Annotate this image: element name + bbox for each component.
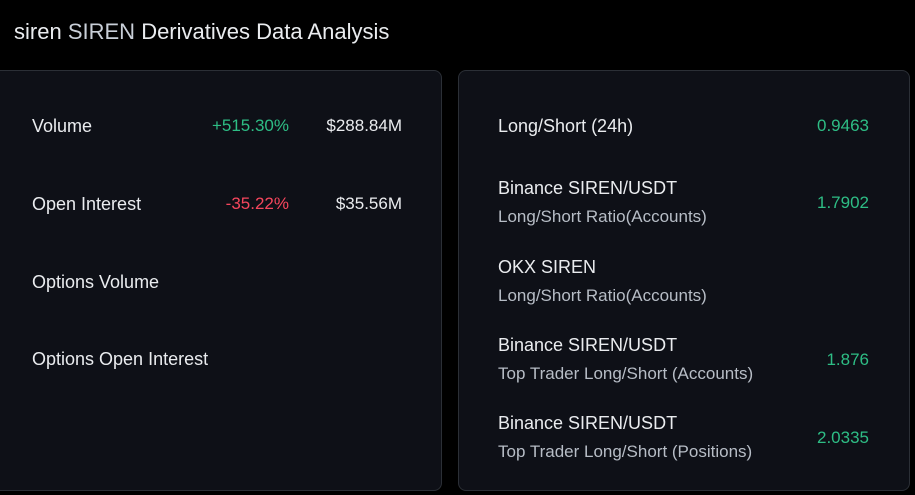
metric-row-options-volume: Options Volume	[0, 262, 441, 302]
token-symbol: SIREN	[67, 19, 136, 44]
ratio-subtitle: Long/Short Ratio(Accounts)	[498, 207, 707, 226]
ratio-row-binance-top-trader-positions: Binance SIREN/USDT Top Trader Long/Short…	[459, 412, 909, 472]
ratio-title: Binance SIREN/USDT	[498, 413, 678, 433]
derivatives-metrics-card: Volume +515.30% $288.84M Open Interest -…	[0, 70, 442, 491]
metric-label: Volume	[32, 116, 93, 136]
ratio-subtitle: Top Trader Long/Short (Accounts)	[498, 364, 754, 383]
metric-change: -35.22%	[225, 194, 289, 213]
ratio-title: OKX SIREN	[498, 257, 597, 277]
page-title-text: Derivatives Data Analysis	[141, 19, 390, 44]
metric-row-options-open-interest: Options Open Interest	[0, 339, 441, 379]
ratio-subtitle: Top Trader Long/Short (Positions)	[498, 442, 753, 461]
ratio-value: 1.876	[826, 350, 869, 369]
metric-row-open-interest: Open Interest -35.22% $35.56M	[0, 184, 441, 224]
ratio-row-binance-top-trader-accounts: Binance SIREN/USDT Top Trader Long/Short…	[459, 334, 909, 394]
ratio-value: 0.9463	[817, 116, 869, 135]
ratio-row-binance-accounts: Binance SIREN/USDT Long/Short Ratio(Acco…	[459, 177, 909, 237]
ratio-row-okx-accounts: OKX SIREN Long/Short Ratio(Accounts)	[459, 256, 909, 316]
ratio-value: 1.7902	[817, 193, 869, 212]
metric-value: $35.56M	[335, 194, 402, 213]
ratio-title: Long/Short (24h)	[498, 116, 634, 136]
long-short-ratio-card: Long/Short (24h) 0.9463 Binance SIREN/US…	[458, 70, 910, 491]
ratio-title: Binance SIREN/USDT	[498, 335, 678, 355]
metric-label: Open Interest	[32, 194, 142, 214]
metric-label: Options Volume	[32, 272, 160, 292]
metric-value: $288.84M	[326, 116, 402, 135]
metric-change: +515.30%	[211, 116, 289, 135]
token-name: siren	[14, 19, 62, 44]
metric-label: Options Open Interest	[32, 349, 209, 369]
page-title: siren SIREN Derivatives Data Analysis	[14, 17, 389, 47]
ratio-subtitle: Long/Short Ratio(Accounts)	[498, 286, 707, 305]
metric-row-volume: Volume +515.30% $288.84M	[0, 106, 441, 146]
ratio-row-long-short-24h: Long/Short (24h) 0.9463	[459, 115, 909, 175]
ratio-title: Binance SIREN/USDT	[498, 178, 678, 198]
ratio-value: 2.0335	[817, 428, 869, 447]
